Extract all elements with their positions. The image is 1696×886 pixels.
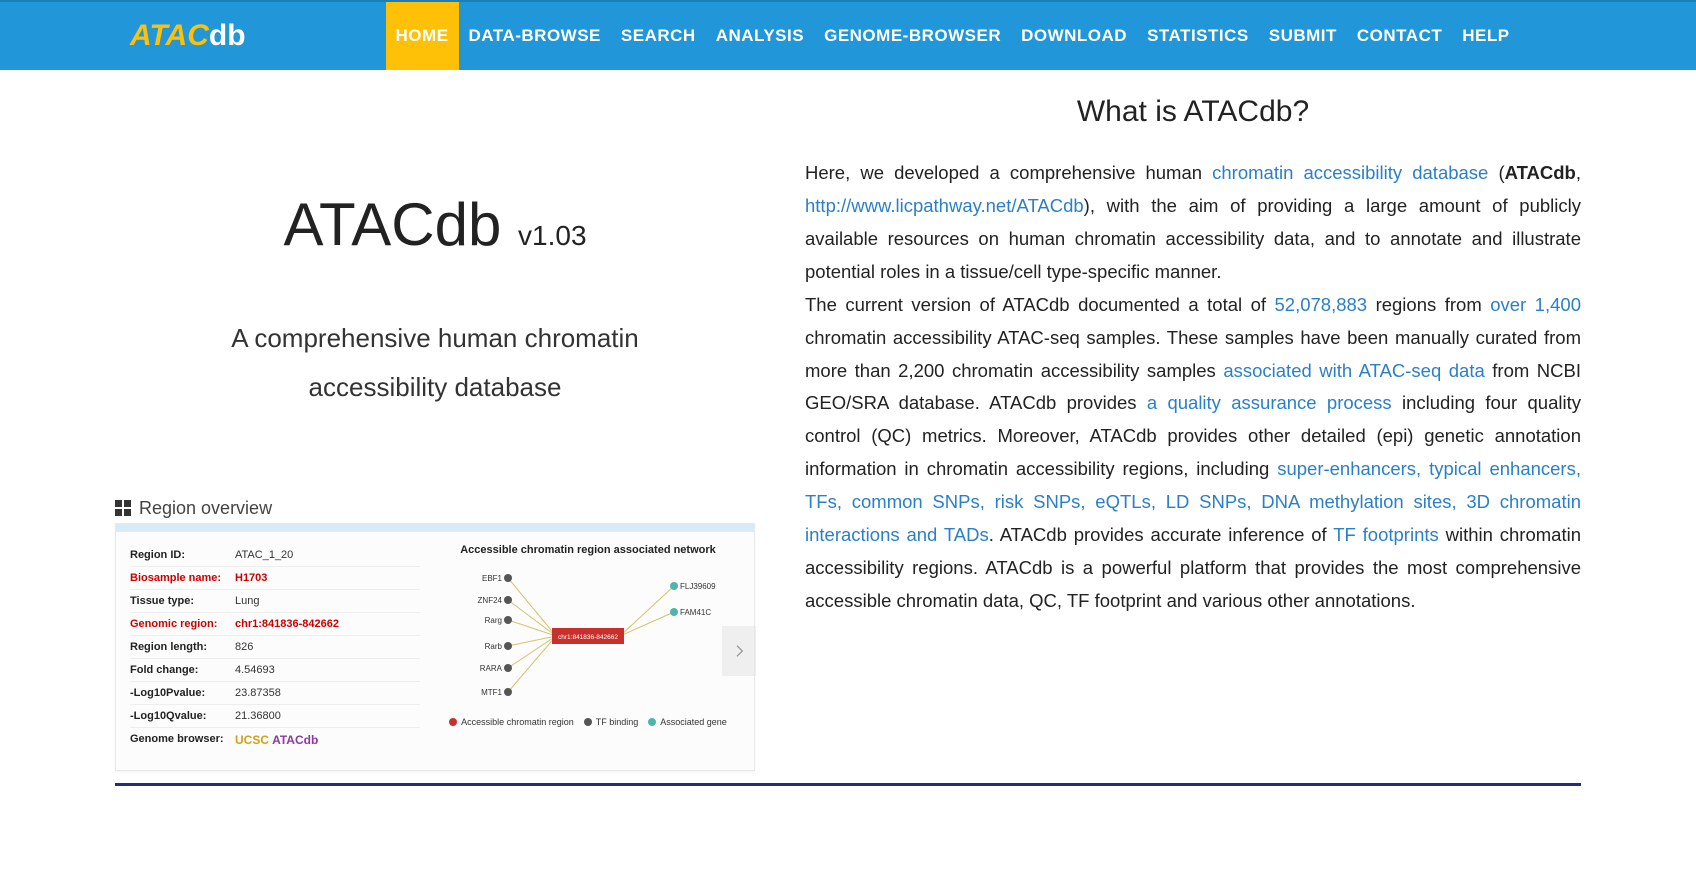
logo[interactable]: ATACdb: [130, 2, 386, 70]
nav-analysis[interactable]: ANALYSIS: [706, 2, 814, 70]
legend-dot-icon: [648, 718, 656, 726]
kv-val: 826: [235, 641, 253, 653]
bottom-rule: [115, 783, 1581, 786]
nav-help[interactable]: HELP: [1452, 2, 1519, 70]
description-p1: Here, we developed a comprehensive human…: [805, 157, 1581, 289]
link-url[interactable]: http://www.licpathway.net/ATACdb: [805, 195, 1084, 216]
kv-row: -Log10Pvalue:23.87358: [130, 682, 420, 705]
region-overview: Region overview Region ID:ATAC_1_20Biosa…: [115, 498, 755, 771]
nav-contact[interactable]: CONTACT: [1347, 2, 1452, 70]
kv-row: Biosample name:H1703: [130, 567, 420, 590]
legend-label: Accessible chromatin region: [461, 717, 574, 727]
nav-download[interactable]: DOWNLOAD: [1011, 2, 1137, 70]
link-sample-count[interactable]: over 1,400: [1490, 294, 1581, 315]
kv-table: Region ID:ATAC_1_20Biosample name:H1703T…: [130, 544, 420, 752]
network-title: Accessible chromatin region associated n…: [436, 544, 740, 556]
kv-key: Genome browser:: [130, 733, 235, 747]
svg-text:Rarg: Rarg: [485, 616, 502, 625]
nav-data-browse[interactable]: DATA-BROWSE: [459, 2, 611, 70]
hero-title-text: ATACdb: [283, 191, 501, 258]
kv-val: UCSC ATACdb: [235, 733, 318, 747]
network-panel: Accessible chromatin region associated n…: [436, 544, 740, 752]
atacdb-bold: ATACdb: [1505, 162, 1576, 183]
kv-row: Genomic region:chr1:841836-842662: [130, 613, 420, 636]
legend-dot-icon: [449, 718, 457, 726]
kv-val: ATAC_1_20: [235, 549, 293, 561]
kv-key: Region length:: [130, 641, 235, 653]
nav-submit[interactable]: SUBMIT: [1259, 2, 1347, 70]
hero-subtitle: A comprehensive human chromatin accessib…: [115, 314, 755, 413]
overview-header: Region overview: [115, 498, 755, 519]
legend-item: Associated gene: [648, 717, 727, 727]
svg-text:RARA: RARA: [480, 664, 503, 673]
svg-text:MTF1: MTF1: [481, 688, 502, 697]
legend-item: TF binding: [584, 717, 639, 727]
network-svg: chr1:841836-842662 EBF1 ZNF24 Rarg Rarb RARA M…: [436, 560, 740, 710]
chevron-right-icon: [731, 643, 747, 659]
nav-genome-browser[interactable]: GENOME-BROWSER: [814, 2, 1011, 70]
overview-header-text: Region overview: [139, 498, 272, 519]
kv-val: H1703: [235, 572, 267, 584]
hero-title: ATACdb v1.03: [115, 190, 755, 259]
kv-val: Lung: [235, 595, 259, 607]
logo-right: db: [209, 19, 246, 52]
link-qa-process[interactable]: a quality assurance process: [1147, 392, 1392, 413]
link-atac-seq[interactable]: associated with ATAC-seq data: [1223, 360, 1484, 381]
link-tf-footprints[interactable]: TF footprints: [1333, 524, 1439, 545]
nav-home[interactable]: HOME: [386, 2, 459, 70]
legend-dot-icon: [584, 718, 592, 726]
right-column: What is ATACdb? Here, we developed a com…: [805, 95, 1581, 771]
kv-row: Region ID:ATAC_1_20: [130, 544, 420, 567]
overview-panel: Region ID:ATAC_1_20Biosample name:H1703T…: [115, 523, 755, 771]
hero-version: v1.03: [518, 220, 587, 251]
kv-row: Tissue type:Lung: [130, 590, 420, 613]
link-atacdb-browser[interactable]: ATACdb: [272, 733, 318, 747]
nav-items: HOMEDATA-BROWSESEARCHANALYSISGENOME-BROW…: [386, 2, 1520, 70]
kv-key: -Log10Qvalue:: [130, 710, 235, 722]
kv-key: Tissue type:: [130, 595, 235, 607]
panel-top-bar: [116, 524, 754, 532]
kv-val: 23.87358: [235, 687, 281, 699]
grid-icon: [115, 500, 131, 516]
svg-text:FAM41C: FAM41C: [680, 608, 711, 617]
nav-search[interactable]: SEARCH: [611, 2, 706, 70]
left-column: ATACdb v1.03 A comprehensive human chrom…: [115, 95, 755, 771]
kv-key: Genomic region:: [130, 618, 235, 630]
logo-left: ATAC: [130, 19, 209, 52]
description-p2: The current version of ATACdb documented…: [805, 289, 1581, 618]
kv-row: -Log10Qvalue:21.36800: [130, 705, 420, 728]
kv-key: Fold change:: [130, 664, 235, 676]
link-ucsc[interactable]: UCSC: [235, 733, 269, 747]
kv-val: chr1:841836-842662: [235, 618, 339, 630]
kv-row: Fold change:4.54693: [130, 659, 420, 682]
link-region-count[interactable]: 52,078,883: [1275, 294, 1368, 315]
legend-item: Accessible chromatin region: [449, 717, 574, 727]
carousel-next-button[interactable]: [722, 626, 756, 676]
svg-text:FLJ39609: FLJ39609: [680, 582, 716, 591]
kv-row: Region length:826: [130, 636, 420, 659]
kv-val: 4.54693: [235, 664, 275, 676]
link-chromatin-db[interactable]: chromatin accessibility database: [1212, 162, 1488, 183]
legend-label: Associated gene: [660, 717, 727, 727]
svg-text:EBF1: EBF1: [482, 574, 503, 583]
kv-key: -Log10Pvalue:: [130, 687, 235, 699]
svg-text:ZNF24: ZNF24: [478, 596, 503, 605]
network-legend: Accessible chromatin region TF binding Ass…: [436, 717, 740, 727]
svg-text:chr1:841836-842662: chr1:841836-842662: [558, 634, 618, 641]
svg-text:Rarb: Rarb: [485, 642, 503, 651]
legend-label: TF binding: [596, 717, 639, 727]
kv-row-genome-browser: Genome browser:UCSC ATACdb: [130, 728, 420, 752]
nav-statistics[interactable]: STATISTICS: [1137, 2, 1259, 70]
what-is-heading: What is ATACdb?: [805, 95, 1581, 129]
kv-key: Biosample name:: [130, 572, 235, 584]
kv-val: 21.36800: [235, 710, 281, 722]
kv-key: Region ID:: [130, 549, 235, 561]
main: ATACdb v1.03 A comprehensive human chrom…: [0, 70, 1696, 771]
navbar: ATACdb HOMEDATA-BROWSESEARCHANALYSISGENO…: [0, 0, 1696, 70]
